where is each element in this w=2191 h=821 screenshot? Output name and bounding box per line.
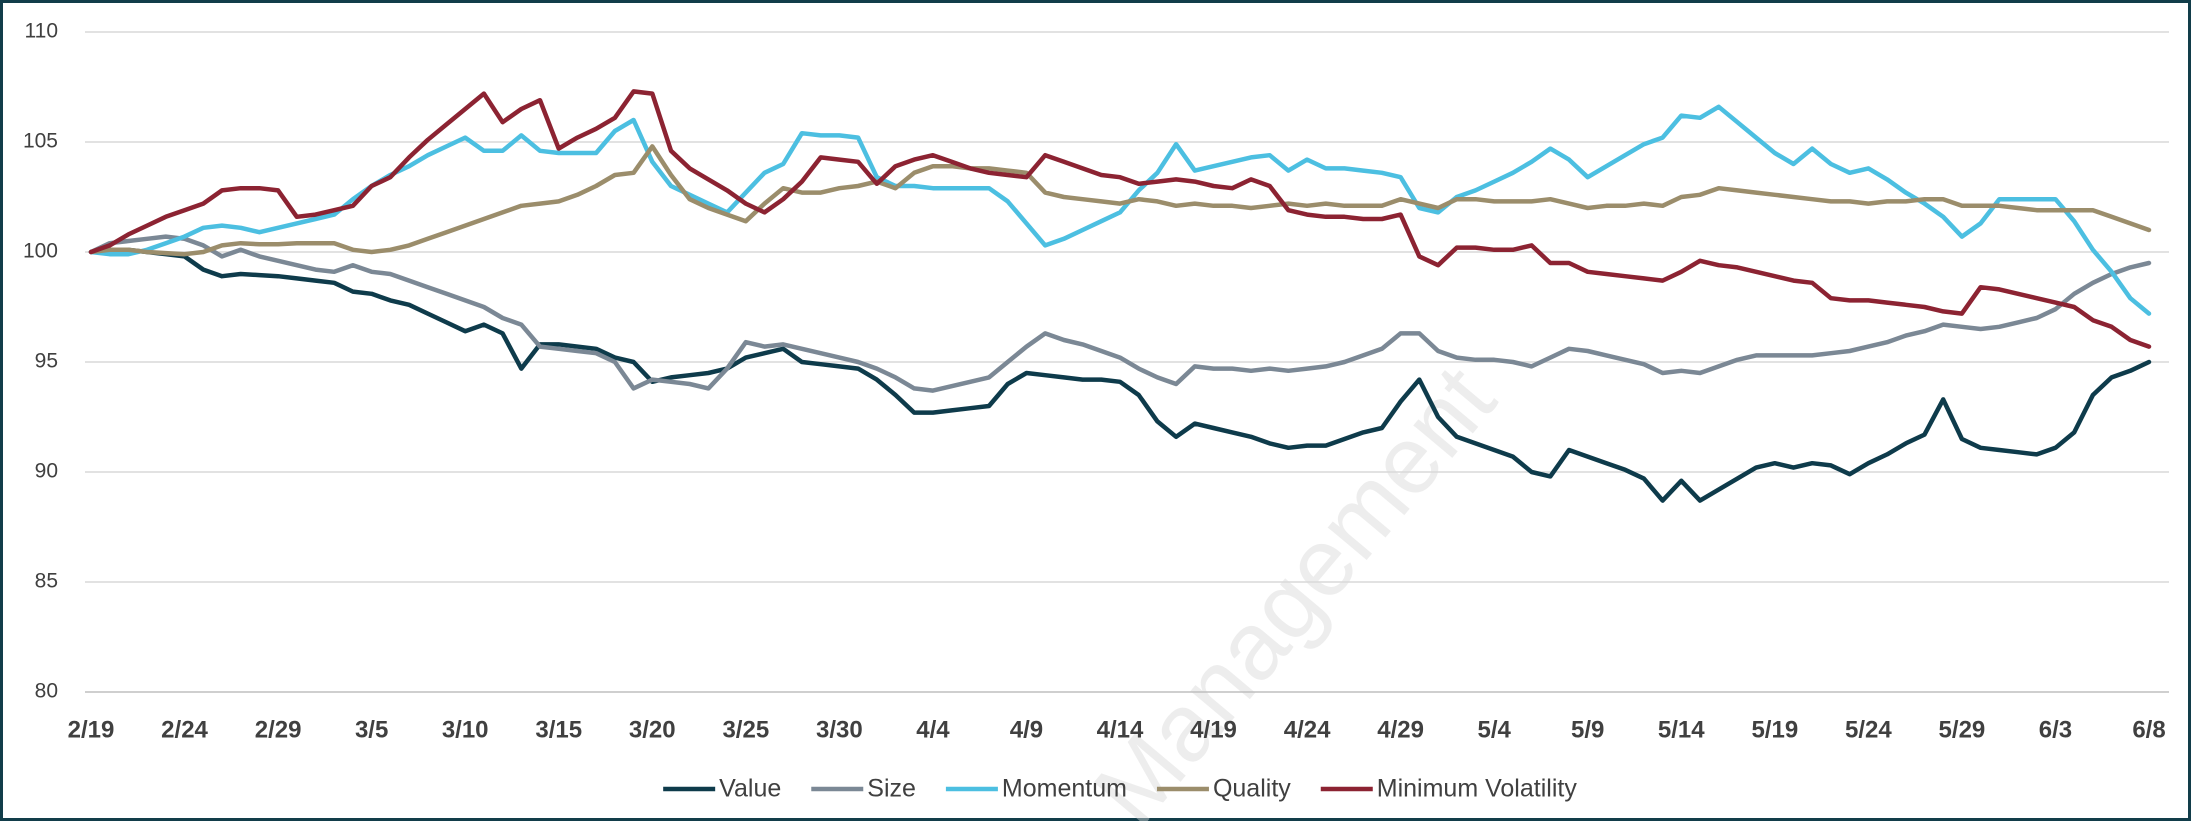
x-tick-label: 3/15	[535, 716, 582, 743]
x-tick-label: 3/5	[355, 716, 388, 743]
y-tick-label: 110	[25, 20, 58, 43]
x-tick-label: 3/30	[816, 716, 863, 743]
x-tick-label: 5/29	[1939, 716, 1986, 743]
y-tick-label: 95	[35, 350, 58, 373]
x-tick-label: 3/20	[629, 716, 676, 743]
x-tick-label: 4/19	[1190, 716, 1237, 743]
series-line	[88, 234, 2152, 393]
x-tick-label: 3/25	[722, 716, 769, 743]
x-tick-label: 5/9	[1571, 716, 1604, 743]
series-line	[88, 104, 2152, 316]
x-tick-label: 2/24	[161, 716, 208, 743]
legend-label: Value	[719, 775, 781, 803]
x-tick-label: 4/9	[1010, 716, 1043, 743]
x-tick-label: 2/29	[255, 716, 302, 743]
y-tick-label: 85	[35, 570, 58, 593]
x-tick-label: 4/14	[1097, 716, 1144, 743]
x-tick-label: 3/10	[442, 716, 489, 743]
legend-item: Minimum Volatility	[1320, 775, 1578, 803]
legend-label: Minimum Volatility	[1377, 775, 1578, 803]
legend-item: Size	[811, 775, 916, 803]
legend-label: Size	[867, 775, 916, 803]
legend: Value Size Momentum Quality Minimum Volatili…	[663, 775, 1577, 803]
legend-item: Value	[663, 775, 781, 803]
legend-item: Quality	[1156, 775, 1291, 803]
series-line	[88, 89, 2152, 349]
y-tick-label: 100	[23, 240, 58, 263]
y-tick-label: 105	[23, 130, 58, 153]
x-tick-label: 5/14	[1658, 716, 1705, 743]
x-tick-label: 6/8	[2132, 716, 2165, 743]
x-tick-label: 4/29	[1377, 716, 1424, 743]
series-line	[88, 144, 2152, 257]
x-tick-label: 6/3	[2039, 716, 2072, 743]
x-tick-label: 5/24	[1845, 716, 1892, 743]
legend-label: Momentum	[1002, 775, 1127, 803]
y-tick-label: 90	[35, 460, 58, 483]
x-tick-label: 5/4	[1477, 716, 1511, 743]
series-line	[88, 247, 2152, 503]
legend-label: Quality	[1213, 775, 1291, 803]
legend-item: Momentum	[945, 775, 1127, 803]
x-tick-label: 5/19	[1751, 716, 1798, 743]
y-tick-label: 80	[35, 680, 58, 703]
x-tick-label: 4/4	[916, 716, 950, 743]
x-tick-label: 4/24	[1284, 716, 1331, 743]
x-tick-label: 2/19	[68, 716, 115, 743]
